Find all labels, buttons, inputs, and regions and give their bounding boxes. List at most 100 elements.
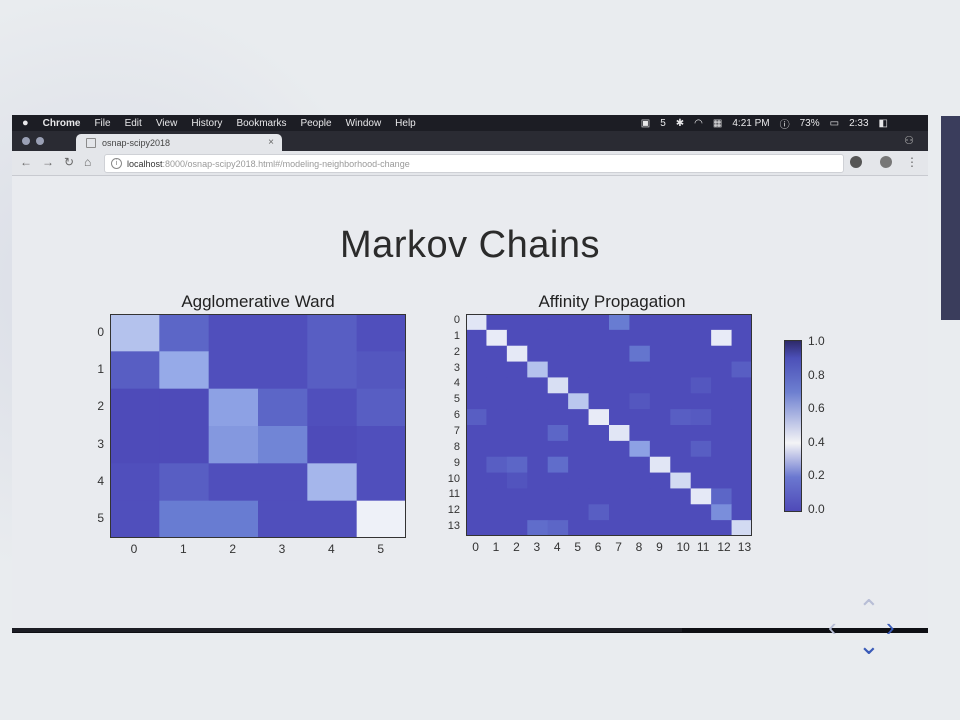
url-host: localhost xyxy=(127,158,163,169)
heat-cell-2-4 xyxy=(307,388,358,427)
heat-cell-11-7 xyxy=(609,488,630,505)
heat-cell-11-13 xyxy=(731,488,752,505)
heat-cell-9-5 xyxy=(568,456,590,474)
menu-edit[interactable]: Edit xyxy=(124,117,142,129)
heat-cell-8-5 xyxy=(568,440,590,458)
heat-cell-3-4 xyxy=(307,426,358,464)
close-window-icon[interactable] xyxy=(22,137,30,145)
heat-cell-2-1 xyxy=(159,388,210,427)
menu-window[interactable]: Window xyxy=(345,117,382,129)
nav-up-icon[interactable]: ⌃ xyxy=(858,594,880,624)
menu-people[interactable]: People xyxy=(300,117,332,129)
heat-cell-13-3 xyxy=(527,520,549,536)
calendar-icon[interactable]: ▦ xyxy=(712,117,723,129)
heat-cell-7-8 xyxy=(629,425,651,442)
profile-icon[interactable]: ⚇ xyxy=(904,135,914,147)
heat-cell-5-2 xyxy=(506,393,528,410)
forward-icon[interactable]: → xyxy=(42,155,54,169)
heat-cell-8-8 xyxy=(629,440,651,458)
apple-icon[interactable]: ● xyxy=(22,117,29,129)
menu-app-name[interactable]: Chrome xyxy=(42,117,81,129)
heat-cell-4-11 xyxy=(690,377,712,394)
site-info-icon[interactable]: i xyxy=(111,158,122,169)
x-tick-label: 7 xyxy=(615,540,622,554)
heat-cell-4-10 xyxy=(670,377,692,394)
heat-cell-2-7 xyxy=(609,345,630,363)
alert-icon[interactable]: ⓘ xyxy=(779,119,790,131)
heat-cell-13-2 xyxy=(506,520,528,536)
slide-page: Markov Chains Agglomerative Ward Affinit… xyxy=(12,176,928,660)
heat-cell-0-0 xyxy=(110,314,160,352)
heat-cell-3-3 xyxy=(258,426,308,464)
heat-cell-0-3 xyxy=(527,314,549,331)
battery-icon[interactable]: ▭ xyxy=(829,117,840,129)
heat-cell-1-5 xyxy=(356,351,406,390)
tab-close-icon[interactable]: × xyxy=(268,137,274,148)
x-tick-label: 2 xyxy=(229,542,237,556)
app-badge-icon[interactable]: ▣ xyxy=(640,117,651,129)
slide-title: Markov Chains xyxy=(340,224,600,266)
heat-cell-13-13 xyxy=(731,520,752,536)
menu-kebab-icon[interactable]: ⋮ xyxy=(906,155,918,169)
heat-cell-13-9 xyxy=(649,520,671,536)
menu-bookmarks[interactable]: Bookmarks xyxy=(236,117,287,129)
home-icon[interactable]: ⌂ xyxy=(84,155,92,169)
extension-info-icon[interactable] xyxy=(880,156,892,168)
heat-cell-9-1 xyxy=(486,456,508,474)
heat-cell-0-5 xyxy=(568,314,590,331)
heat-cell-1-1 xyxy=(486,329,508,347)
wifi-icon[interactable]: ◠ xyxy=(694,117,703,129)
heat-cell-11-3 xyxy=(527,488,549,505)
reload-icon[interactable]: ↻ xyxy=(64,155,75,169)
heat-cell-3-0 xyxy=(110,426,160,464)
heat-cell-7-11 xyxy=(690,425,712,442)
menubar-time[interactable]: 4:21 PM xyxy=(732,117,770,129)
heat-cell-8-6 xyxy=(588,440,610,458)
battery-percent[interactable]: 73% xyxy=(799,117,820,129)
heat-cell-5-2 xyxy=(208,500,259,538)
menu-file[interactable]: File xyxy=(94,117,111,129)
heat-cell-7-2 xyxy=(506,425,528,442)
heat-cell-0-12 xyxy=(711,314,733,331)
nav-left-icon[interactable]: ‹ xyxy=(828,612,837,642)
heat-cell-3-8 xyxy=(629,361,651,378)
heat-cell-12-11 xyxy=(690,504,712,521)
heat-cell-1-13 xyxy=(731,329,752,347)
heat-cell-3-4 xyxy=(547,361,569,378)
menubar-clock[interactable]: 2:33 xyxy=(849,117,869,129)
bluetooth-icon[interactable]: ✱ xyxy=(675,117,685,129)
heat-cell-11-10 xyxy=(670,488,692,505)
minimize-window-icon[interactable] xyxy=(36,137,44,145)
heat-cell-0-6 xyxy=(588,314,610,331)
nav-right-icon[interactable]: › xyxy=(886,612,895,642)
heat-cell-6-3 xyxy=(527,409,549,426)
address-bar[interactable]: i localhost :8000/osnap-scipy2018.html#/… xyxy=(104,154,844,173)
heat-cell-8-9 xyxy=(649,440,671,458)
heat-cell-9-0 xyxy=(466,456,487,474)
heat-cell-12-1 xyxy=(486,504,508,521)
y-tick-label: 0 xyxy=(97,324,104,339)
extension-shield-icon[interactable] xyxy=(850,156,862,168)
menu-view[interactable]: View xyxy=(155,117,178,129)
heatmap-border xyxy=(466,314,752,536)
heat-cell-6-5 xyxy=(568,409,590,426)
heat-cell-7-12 xyxy=(711,425,733,442)
heat-cell-9-11 xyxy=(690,456,712,474)
menu-help[interactable]: Help xyxy=(395,117,416,129)
nav-down-icon[interactable]: ⌄ xyxy=(858,630,880,660)
heat-cell-10-7 xyxy=(609,472,630,489)
right-chart-title: Affinity Propagation xyxy=(538,292,686,311)
heat-cell-5-1 xyxy=(486,393,508,410)
colorbar-tick-label: 0.6 xyxy=(808,401,825,416)
x-tick-label: 3 xyxy=(278,542,286,556)
menu-history[interactable]: History xyxy=(191,117,223,129)
control-icon[interactable]: ◧ xyxy=(878,117,888,129)
heat-cell-8-12 xyxy=(711,440,733,458)
heat-cell-13-8 xyxy=(629,520,651,536)
heat-cell-8-13 xyxy=(731,440,752,458)
heat-cell-11-0 xyxy=(466,488,487,505)
back-icon[interactable]: ← xyxy=(20,155,32,169)
heat-cell-8-2 xyxy=(506,440,528,458)
heat-cell-4-0 xyxy=(110,463,160,502)
browser-tab[interactable]: osnap-scipy2018 × xyxy=(76,134,282,151)
